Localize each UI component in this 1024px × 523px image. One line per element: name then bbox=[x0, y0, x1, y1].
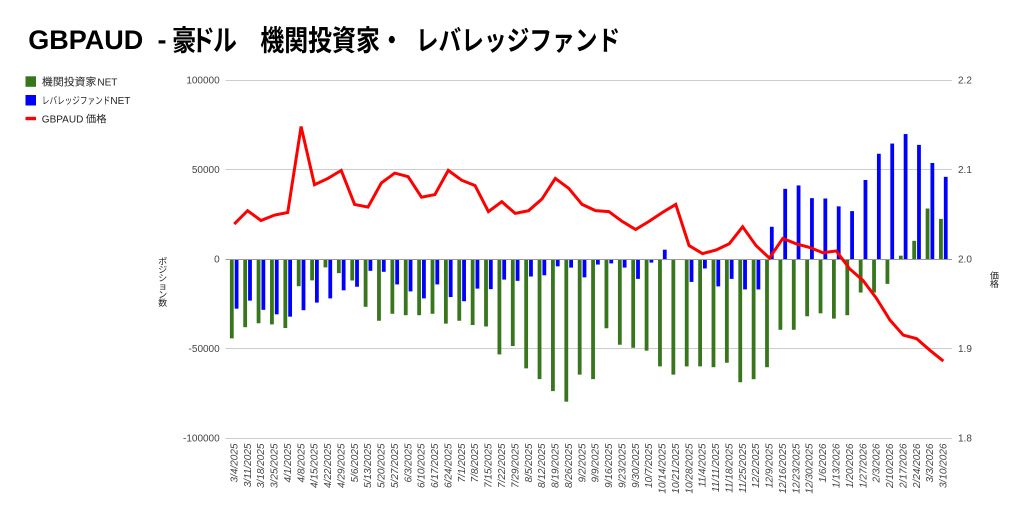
svg-text:-50000: -50000 bbox=[189, 344, 221, 355]
svg-text:2.1: 2.1 bbox=[958, 165, 972, 176]
svg-text:2/17/2026: 2/17/2026 bbox=[898, 443, 909, 489]
svg-text:4/1/2025: 4/1/2025 bbox=[283, 443, 294, 482]
svg-text:11/4/2025: 11/4/2025 bbox=[698, 443, 709, 487]
svg-text:12/16/2025: 12/16/2025 bbox=[778, 443, 789, 493]
svg-text:8/5/2025: 8/5/2025 bbox=[524, 443, 535, 482]
svg-text:3/25/2025: 3/25/2025 bbox=[270, 443, 281, 488]
svg-text:3/4/2025: 3/4/2025 bbox=[229, 443, 240, 482]
svg-text:5/13/2025: 5/13/2025 bbox=[363, 443, 374, 488]
svg-text:7/1/2025: 7/1/2025 bbox=[457, 443, 468, 482]
svg-text:3/3/2026: 3/3/2026 bbox=[925, 443, 936, 482]
svg-text:11/11/2025: 11/11/2025 bbox=[711, 443, 722, 492]
svg-text:100000: 100000 bbox=[186, 76, 220, 87]
svg-text:1/20/2026: 1/20/2026 bbox=[845, 443, 856, 488]
svg-text:9/9/2025: 9/9/2025 bbox=[591, 443, 602, 482]
svg-text:6/10/2025: 6/10/2025 bbox=[417, 443, 428, 488]
svg-text:-100000: -100000 bbox=[183, 434, 220, 445]
svg-text:7/15/2025: 7/15/2025 bbox=[484, 443, 495, 488]
svg-text:3/10/2026: 3/10/2026 bbox=[939, 443, 950, 488]
svg-text:6/17/2025: 6/17/2025 bbox=[430, 443, 441, 488]
svg-text:4/22/2025: 4/22/2025 bbox=[323, 443, 334, 488]
svg-text:8/26/2025: 8/26/2025 bbox=[564, 443, 575, 488]
svg-text:9/30/2025: 9/30/2025 bbox=[631, 443, 642, 488]
svg-text:NET: NET bbox=[110, 96, 130, 107]
svg-text:4/8/2025: 4/8/2025 bbox=[296, 443, 307, 482]
svg-text:-: - bbox=[158, 25, 167, 55]
svg-text:9/23/2025: 9/23/2025 bbox=[617, 443, 628, 488]
svg-text:3/18/2025: 3/18/2025 bbox=[256, 443, 267, 488]
svg-text:7/22/2025: 7/22/2025 bbox=[497, 443, 508, 488]
svg-text:10/28/2025: 10/28/2025 bbox=[684, 443, 695, 493]
svg-text:NET: NET bbox=[97, 77, 117, 88]
svg-text:6/24/2025: 6/24/2025 bbox=[443, 443, 454, 488]
svg-text:3/11/2025: 3/11/2025 bbox=[243, 443, 254, 487]
svg-text:10/14/2025: 10/14/2025 bbox=[658, 443, 669, 493]
svg-text:6/3/2025: 6/3/2025 bbox=[403, 443, 414, 482]
svg-text:8/19/2025: 8/19/2025 bbox=[551, 443, 562, 488]
svg-text:2/10/2026: 2/10/2026 bbox=[885, 443, 896, 489]
svg-text:5/27/2025: 5/27/2025 bbox=[390, 443, 401, 488]
svg-text:11/18/2025: 11/18/2025 bbox=[724, 443, 735, 493]
svg-text:1.8: 1.8 bbox=[958, 434, 972, 445]
svg-text:2.0: 2.0 bbox=[958, 255, 972, 266]
svg-text:12/30/2025: 12/30/2025 bbox=[805, 443, 816, 493]
svg-text:1/13/2026: 1/13/2026 bbox=[832, 443, 843, 488]
svg-text:9/2/2025: 9/2/2025 bbox=[577, 443, 588, 482]
svg-text:9/16/2025: 9/16/2025 bbox=[604, 443, 615, 488]
svg-text:GBPAUD: GBPAUD bbox=[28, 25, 143, 55]
svg-text:5/6/2025: 5/6/2025 bbox=[350, 443, 361, 482]
svg-text:2/24/2026: 2/24/2026 bbox=[912, 443, 923, 489]
svg-text:11/25/2025: 11/25/2025 bbox=[738, 443, 749, 493]
svg-text:7/29/2025: 7/29/2025 bbox=[510, 443, 521, 488]
svg-text:GBPAUD: GBPAUD bbox=[42, 114, 84, 125]
svg-text:12/9/2025: 12/9/2025 bbox=[765, 443, 776, 488]
svg-text:12/2/2025: 12/2/2025 bbox=[751, 443, 762, 488]
svg-text:8/12/2025: 8/12/2025 bbox=[537, 443, 548, 488]
svg-text:1/27/2026: 1/27/2026 bbox=[858, 443, 869, 488]
svg-text:12/23/2025: 12/23/2025 bbox=[791, 443, 802, 493]
svg-text:1.9: 1.9 bbox=[958, 344, 972, 355]
svg-text:10/7/2025: 10/7/2025 bbox=[644, 443, 655, 488]
svg-text:10/21/2025: 10/21/2025 bbox=[671, 443, 682, 493]
svg-text:0: 0 bbox=[214, 255, 220, 266]
svg-text:2.2: 2.2 bbox=[958, 76, 972, 87]
svg-text:50000: 50000 bbox=[192, 165, 220, 176]
svg-text:4/15/2025: 4/15/2025 bbox=[310, 443, 321, 488]
svg-text:1/6/2026: 1/6/2026 bbox=[818, 443, 829, 482]
svg-text:5/20/2025: 5/20/2025 bbox=[377, 443, 388, 488]
svg-text:7/8/2025: 7/8/2025 bbox=[470, 443, 481, 482]
svg-text:2/3/2026: 2/3/2026 bbox=[872, 443, 883, 483]
svg-text:4/29/2025: 4/29/2025 bbox=[336, 443, 347, 488]
